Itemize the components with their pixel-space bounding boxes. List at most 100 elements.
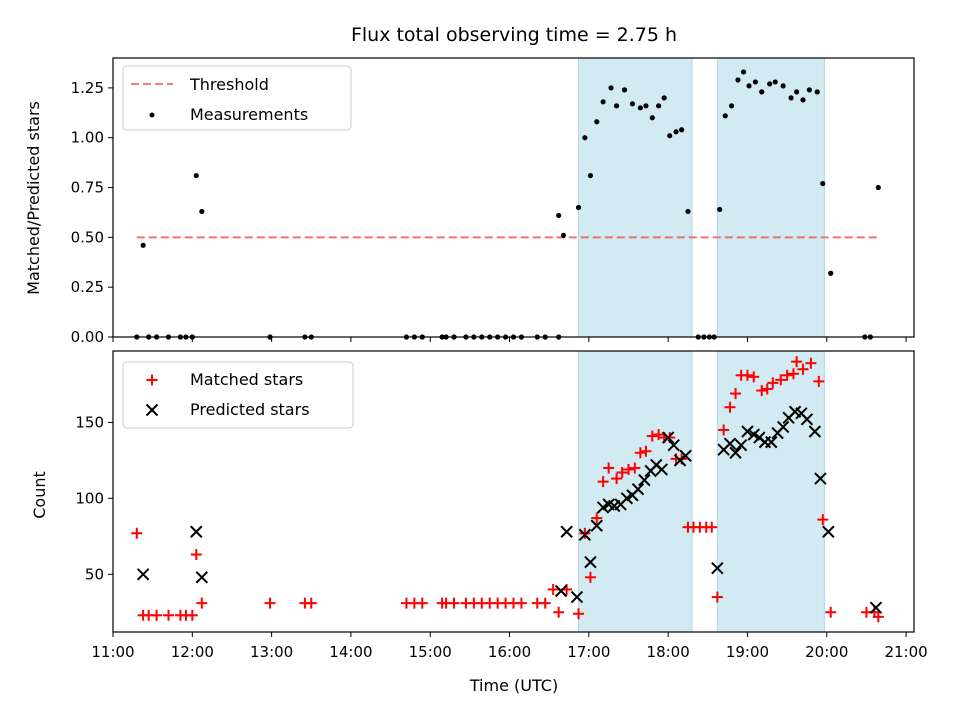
bottom-xtick-label: 21:00 xyxy=(884,643,927,661)
measurement-point xyxy=(608,85,614,91)
cross-b xyxy=(136,568,150,581)
matched-star-point xyxy=(634,447,646,459)
bottom-xtick-label: 14:00 xyxy=(329,643,372,661)
matched-star-point xyxy=(805,357,817,369)
predicted-star-point xyxy=(638,473,651,487)
top-axes-frame xyxy=(112,57,915,338)
bottom-axes-frame xyxy=(112,350,915,633)
cross-b xyxy=(788,405,802,418)
cross-b xyxy=(795,407,808,420)
measurement-point xyxy=(600,99,606,105)
measurement-point xyxy=(828,270,834,276)
matched-star-point xyxy=(573,608,585,620)
measurement-point xyxy=(759,89,765,95)
matched-star-point xyxy=(817,514,829,526)
measurement-point xyxy=(575,204,582,211)
measurement-point xyxy=(780,83,786,89)
predicted-star-point xyxy=(661,431,675,444)
measurement-point xyxy=(587,172,594,179)
predicted-star-point xyxy=(776,420,790,434)
measurement-point xyxy=(800,97,806,103)
predicted-star-point xyxy=(729,446,742,459)
matched-star-point xyxy=(797,363,809,375)
bottom-x-ticks: 11:00 12:00 13:00 14:00 15:00 16:00 17:00 18:00… xyxy=(91,632,928,661)
matched-star-point xyxy=(264,597,276,609)
cross-b xyxy=(741,425,754,438)
cross-b xyxy=(661,431,675,444)
cross-b xyxy=(554,584,568,598)
legend-measurements-swatch xyxy=(149,112,155,118)
x-axis-label: Time (UTC) xyxy=(469,676,558,695)
matched-star-point xyxy=(640,445,652,457)
measurement-point xyxy=(667,133,673,139)
matched-star-point xyxy=(872,611,884,623)
matched-star-point xyxy=(305,597,317,609)
matched-star-point xyxy=(539,597,551,609)
predicted-star-point xyxy=(655,463,669,476)
matched-star-point xyxy=(131,527,143,539)
cross-b xyxy=(667,438,680,452)
bottom-xtick-label: 12:00 xyxy=(171,643,214,661)
matched-star-point xyxy=(547,583,559,595)
cross-b xyxy=(590,519,603,532)
bottom-ytick-label: 150 xyxy=(75,413,104,431)
legend-predicted-label: Predicted stars xyxy=(190,400,310,419)
predicted-star-point xyxy=(765,435,778,449)
measurement-point xyxy=(661,95,667,101)
matched-star-point xyxy=(741,369,753,381)
matched-star-point xyxy=(591,512,603,524)
matched-star-point xyxy=(787,368,799,380)
matched-star-point xyxy=(781,369,793,381)
bottom-ytick-label: 100 xyxy=(75,489,104,507)
cross-b xyxy=(765,435,778,449)
shaded-region-1 xyxy=(716,57,825,338)
measurement-point xyxy=(643,103,649,109)
matched-star-point xyxy=(825,606,837,618)
predicted-star-point xyxy=(814,472,827,485)
matched-star-point xyxy=(196,597,208,609)
predicted-star-point xyxy=(734,438,748,452)
measurement-point xyxy=(772,79,778,85)
matched-star-point xyxy=(791,356,803,368)
predicted-star-point xyxy=(667,438,680,452)
cross-b xyxy=(195,571,209,584)
matched-star-point xyxy=(730,388,742,400)
measurement-point xyxy=(728,103,735,109)
bottom-xtick-label: 16:00 xyxy=(488,643,531,661)
measurement-point xyxy=(820,180,826,187)
matched-star-point xyxy=(616,467,628,479)
predicted-star-point xyxy=(631,483,645,496)
matched-star-point xyxy=(653,429,665,441)
bottom-xtick-label: 20:00 xyxy=(805,643,848,661)
measurement-point xyxy=(752,79,758,85)
cross-b xyxy=(655,463,669,476)
cross-b xyxy=(570,590,584,604)
matched-star-point xyxy=(748,371,760,383)
legend-matched-swatch xyxy=(146,374,158,386)
measurement-point xyxy=(740,69,747,75)
predicted-star-point xyxy=(195,571,209,584)
matched-star-point xyxy=(448,597,460,609)
top-ytick-label: 1.00 xyxy=(71,129,104,147)
measurement-point xyxy=(746,83,752,89)
matched-star-point xyxy=(724,401,736,413)
measurement-point xyxy=(735,77,741,83)
predicted-star-point xyxy=(723,437,737,450)
cross-b xyxy=(145,403,159,417)
cross-b xyxy=(869,601,883,614)
bottom-y-axis-label: Count xyxy=(30,471,49,519)
matched-star-point xyxy=(186,609,198,621)
cross-b xyxy=(190,525,203,538)
cross-b xyxy=(800,413,814,426)
top-y-axis-label: Matched/Predicted stars xyxy=(24,101,43,295)
top-legend: Threshold Measurements xyxy=(122,65,352,131)
top-shaded-regions xyxy=(578,57,825,338)
bottom-y-ticks: 50 100 150 xyxy=(75,413,113,583)
predicted-star-point xyxy=(136,568,150,581)
predicted-star-point xyxy=(869,601,883,614)
top-ytick-label: 0.75 xyxy=(71,179,104,197)
cross-b xyxy=(578,528,592,541)
cross-b xyxy=(679,449,692,463)
measurement-point xyxy=(613,103,620,109)
